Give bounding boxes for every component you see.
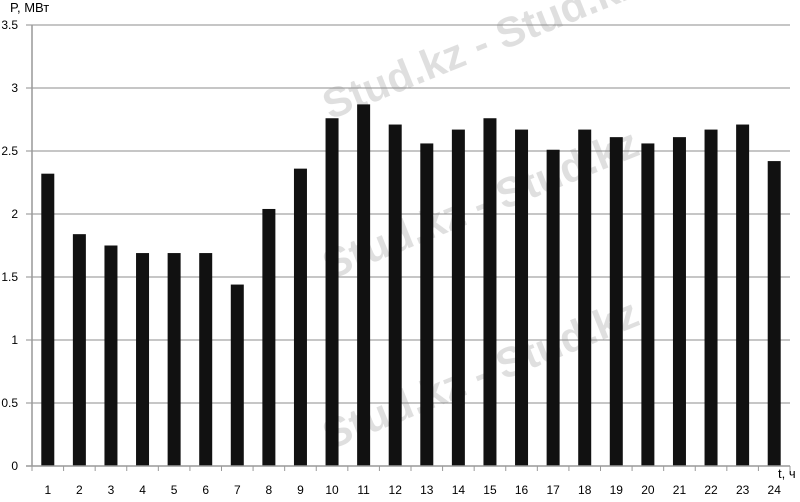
bar — [483, 118, 497, 467]
x-tick-label: 12 — [389, 483, 403, 497]
x-tick-label: 19 — [610, 483, 624, 497]
bar — [672, 137, 686, 466]
bar — [451, 129, 465, 466]
bar — [609, 137, 623, 466]
x-tick-label: 16 — [515, 483, 529, 497]
y-tick-label: 1 — [11, 333, 18, 347]
bar — [104, 245, 118, 466]
bar — [546, 149, 560, 467]
x-tick-label: 23 — [736, 483, 750, 497]
x-tick-label: 9 — [297, 483, 304, 497]
y-tick-label: 0 — [11, 459, 18, 473]
y-axis-label: P, МВт — [10, 0, 49, 15]
x-tick-label: 3 — [108, 483, 115, 497]
x-tick-label: 8 — [266, 483, 273, 497]
y-tick-label: 1.5 — [1, 270, 18, 284]
bar — [262, 208, 276, 466]
bar — [199, 253, 213, 466]
x-tick-label: 24 — [768, 483, 782, 497]
bar — [578, 129, 592, 466]
x-tick-label: 1 — [44, 483, 51, 497]
x-tick-label: 6 — [202, 483, 209, 497]
bar — [230, 284, 244, 466]
bar — [41, 173, 55, 466]
x-tick-label: 2 — [76, 483, 83, 497]
y-tick-label: 0.5 — [1, 396, 18, 410]
x-tick-label: 18 — [578, 483, 592, 497]
x-tick-label: 15 — [483, 483, 497, 497]
x-tick-label: 21 — [673, 483, 687, 497]
bar — [136, 253, 150, 466]
bar — [704, 129, 718, 466]
axes: 00.511.522.533.51 2 3 4 5 6 7 8 9 10 11 12 13 14 15 16 1… — [1, 18, 791, 497]
y-tick-label: 3 — [11, 81, 18, 95]
x-tick-label: 14 — [452, 483, 466, 497]
x-tick-label: 11 — [357, 483, 370, 497]
bar — [72, 234, 86, 466]
bar — [293, 168, 307, 466]
bar — [325, 118, 339, 467]
bar — [167, 253, 181, 466]
x-axis-label: t, ч — [778, 466, 796, 481]
x-tick-label: 13 — [420, 483, 434, 497]
bars — [41, 104, 781, 467]
x-tick-label: 17 — [546, 483, 560, 497]
x-tick-label: 4 — [139, 483, 146, 497]
x-tick-label: 22 — [704, 483, 718, 497]
bar — [641, 143, 655, 466]
bar — [357, 104, 371, 466]
bar — [767, 161, 781, 466]
y-tick-label: 2 — [11, 207, 18, 221]
bar — [515, 129, 529, 466]
grid — [26, 24, 790, 404]
x-tick-label: 7 — [234, 483, 241, 497]
y-tick-label: 2.5 — [1, 144, 18, 158]
bar — [736, 124, 750, 466]
x-tick-label: 20 — [641, 483, 655, 497]
x-tick-label: 10 — [325, 483, 339, 497]
bar — [420, 143, 434, 466]
bar — [388, 124, 402, 466]
x-tick-label: 5 — [171, 483, 178, 497]
y-tick-label: 3.5 — [1, 18, 18, 32]
